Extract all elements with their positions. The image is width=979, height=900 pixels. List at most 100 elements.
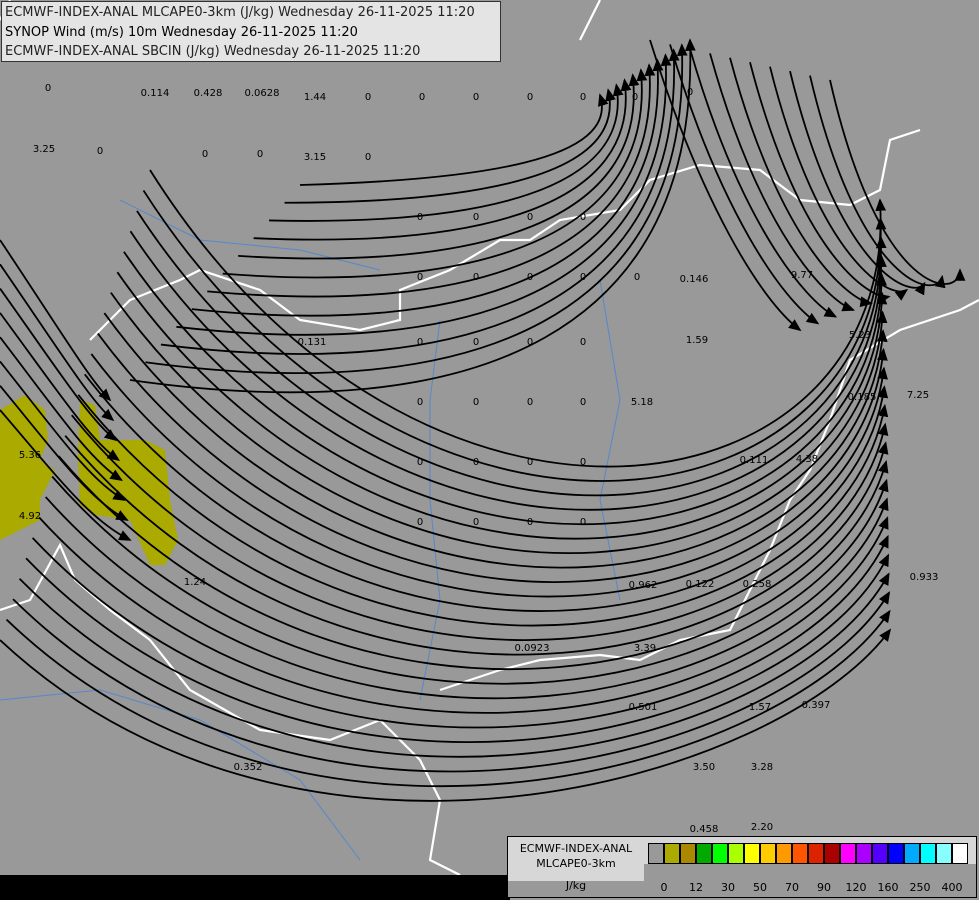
streamline: [84, 373, 889, 612]
border-line: [89, 128, 921, 341]
rivers: [0, 199, 621, 861]
streamline: [253, 78, 632, 241]
station-value: 0.122: [686, 579, 715, 590]
station-value: 0.111: [740, 455, 769, 466]
streamline: [0, 409, 132, 541]
station-value: 0: [580, 457, 586, 468]
station-value: 0.185: [848, 392, 877, 403]
map-header: ECMWF-INDEX-ANAL MLCAPE0-3km (J/kg) Wedn…: [1, 1, 501, 62]
border-line: [0, 542, 461, 876]
station-value: 0: [473, 212, 479, 223]
legend-swatch: [824, 843, 840, 864]
station-value: 0: [527, 397, 533, 408]
streamline: [284, 88, 616, 204]
station-value: 0: [580, 212, 586, 223]
streamline: [669, 44, 820, 325]
legend-swatch: [712, 843, 728, 864]
station-value: 3.28: [751, 762, 773, 773]
legend-tick: 30: [721, 881, 735, 894]
station-value: 3.15: [304, 152, 326, 163]
header-line-wind: SYNOP Wind (m/s) 10m Wednesday 26-11-202…: [5, 24, 358, 40]
streamline: [129, 38, 696, 394]
station-value: 0: [45, 83, 51, 94]
streamline: [58, 455, 889, 671]
streamline: [789, 70, 926, 296]
legend-swatch: [936, 843, 952, 864]
streamline: [729, 57, 873, 308]
station-value: 2.20: [751, 822, 773, 833]
streamline: [18, 572, 890, 758]
station-value: 0: [632, 92, 638, 103]
streamline: [769, 66, 909, 301]
header-line-cin: ECMWF-INDEX-ANAL SBCIN (J/kg) Wednesday …: [5, 44, 421, 59]
station-value: 1.59: [686, 335, 708, 346]
streamline: [176, 53, 672, 336]
streamline: [0, 336, 123, 481]
station-value: 0.114: [141, 88, 170, 99]
station-value: 0: [202, 149, 208, 160]
station-value: 0: [634, 272, 640, 283]
legend-tick: 250: [909, 881, 931, 894]
station-value: 0: [417, 457, 423, 468]
station-value: 0: [419, 92, 425, 103]
station-value: 0.458: [690, 824, 719, 835]
river-line: [119, 199, 381, 271]
station-value: 0: [580, 337, 586, 348]
station-value: 0.933: [910, 572, 939, 583]
legend-tick: 90: [817, 881, 831, 894]
streamline: [110, 292, 888, 555]
streamline: [222, 68, 648, 279]
streamline: [689, 48, 838, 318]
streamline: [0, 628, 892, 802]
station-value: 4.92: [19, 511, 41, 522]
station-value: 0: [580, 272, 586, 283]
legend-swatch: [648, 843, 664, 864]
legend-swatch: [840, 843, 856, 864]
station-value: 0: [580, 517, 586, 528]
river-line: [419, 319, 441, 701]
river-line: [599, 279, 621, 601]
streamline: [12, 591, 891, 773]
station-value: 0: [473, 397, 479, 408]
streamline: [0, 239, 112, 402]
station-value: 0: [417, 337, 423, 348]
station-value: 0: [580, 397, 586, 408]
legend-swatch: [776, 843, 792, 864]
streamline: [0, 263, 115, 422]
legend-swatch: [728, 843, 744, 864]
station-value: 0: [365, 92, 371, 103]
station-value: 0: [417, 272, 423, 283]
station-value: 5.23: [849, 330, 871, 341]
header-line-cape: ECMWF-INDEX-ANAL MLCAPE0-3km (J/kg) Wedn…: [5, 5, 475, 20]
station-value: 0: [527, 272, 533, 283]
streamline: [0, 312, 121, 462]
legend-title: ECMWF-INDEX-ANAL MLCAPE0-3km: [508, 837, 644, 881]
streamline: [145, 43, 688, 374]
legend-swatch: [920, 843, 936, 864]
streamline: [51, 475, 889, 685]
station-value: 0: [527, 517, 533, 528]
legend-tick: 400: [941, 881, 963, 894]
legend-swatch: [760, 843, 776, 864]
streamline: [136, 210, 887, 497]
streamline: [299, 93, 609, 186]
streamline: [90, 353, 888, 598]
station-value: 0.131: [298, 337, 327, 348]
legend-swatch: [744, 843, 760, 864]
streamline: [142, 189, 887, 482]
station-value: 0: [687, 87, 693, 98]
streamline: [0, 385, 129, 521]
station-value: 1.44: [304, 92, 326, 103]
border-line: [579, 0, 601, 41]
streamline: [191, 58, 664, 317]
station-value: 0.352: [234, 762, 263, 773]
legend-unit: J/kg: [565, 879, 587, 892]
station-value: 0: [417, 212, 423, 223]
station-value: 5.36: [19, 450, 41, 461]
station-value: 0: [417, 517, 423, 528]
legend-swatch: [696, 843, 712, 864]
streamline: [77, 394, 889, 627]
station-value: 7.25: [907, 390, 929, 401]
streamline: [5, 609, 891, 787]
station-value: 0: [527, 457, 533, 468]
